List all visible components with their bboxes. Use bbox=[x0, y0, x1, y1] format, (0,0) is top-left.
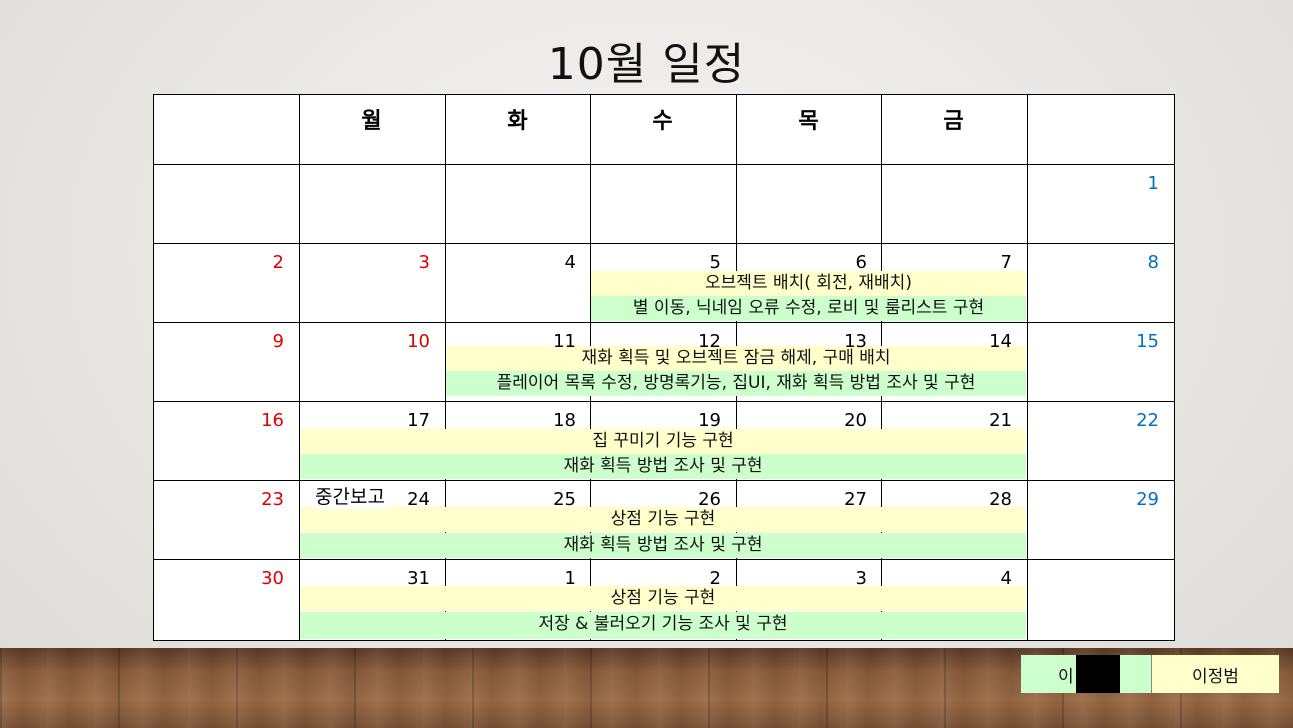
weekday-header-mon: 월 bbox=[361, 109, 382, 134]
day-number: 8 bbox=[1147, 252, 1159, 273]
milestone-note: 중간보고 bbox=[312, 482, 388, 509]
redaction-block bbox=[1076, 655, 1120, 693]
grid-line bbox=[154, 243, 1174, 244]
event-bar: 재화 획득 및 오브젝트 잠금 해제, 구매 배치 bbox=[446, 346, 1026, 371]
day-number: 23 bbox=[261, 489, 284, 510]
weekday-header-fri: 금 bbox=[943, 109, 964, 134]
grid-line bbox=[154, 401, 1174, 402]
day-number: 1 bbox=[1147, 173, 1159, 194]
grid-line bbox=[299, 95, 300, 640]
grid-line bbox=[154, 480, 1174, 481]
event-bar: 플레이어 목록 수정, 방명록기능, 집UI, 재화 획득 방법 조사 및 구현 bbox=[446, 371, 1026, 396]
day-number: 3 bbox=[855, 568, 867, 589]
page-title: 10월 일정 bbox=[547, 39, 746, 90]
day-number: 10 bbox=[407, 331, 430, 352]
day-number: 17 bbox=[407, 410, 430, 431]
day-number: 20 bbox=[844, 410, 867, 431]
event-bar: 별 이동, 닉네임 오류 수정, 로비 및 룸리스트 구현 bbox=[591, 296, 1026, 321]
day-number: 14 bbox=[989, 331, 1012, 352]
day-number: 1 bbox=[564, 568, 576, 589]
day-number: 15 bbox=[1136, 331, 1159, 352]
day-number: 29 bbox=[1136, 489, 1159, 510]
weekday-header-tue: 화 bbox=[507, 109, 528, 134]
day-number: 30 bbox=[261, 568, 284, 589]
day-number: 11 bbox=[553, 331, 576, 352]
event-bar: 재화 획득 방법 조사 및 구현 bbox=[300, 533, 1026, 558]
team-member-box-right: 이정범 bbox=[1151, 655, 1279, 693]
event-bar: 상점 기능 구현 bbox=[300, 507, 1026, 532]
day-number: 2 bbox=[709, 568, 721, 589]
event-bar: 재화 획득 방법 조사 및 구현 bbox=[300, 454, 1026, 479]
day-number: 31 bbox=[407, 568, 430, 589]
day-number: 28 bbox=[989, 489, 1012, 510]
team-member-name: 이 bbox=[1058, 666, 1074, 687]
day-number: 24 bbox=[407, 489, 430, 510]
event-bar: 상점 기능 구현 bbox=[300, 586, 1026, 611]
day-number: 7 bbox=[1000, 252, 1012, 273]
day-number: 19 bbox=[698, 410, 721, 431]
grid-line bbox=[1027, 95, 1028, 640]
day-number: 16 bbox=[261, 410, 284, 431]
grid-line bbox=[154, 322, 1174, 323]
day-number: 2 bbox=[272, 252, 284, 273]
day-number: 25 bbox=[553, 489, 576, 510]
day-number: 26 bbox=[698, 489, 721, 510]
weekday-header-thu: 목 bbox=[798, 109, 819, 134]
team-member-name: 이정범 bbox=[1192, 666, 1239, 687]
day-number: 18 bbox=[553, 410, 576, 431]
day-number: 4 bbox=[1000, 568, 1012, 589]
day-number: 4 bbox=[564, 252, 576, 273]
event-bar: 저장 & 불러오기 기능 조사 및 구현 bbox=[300, 612, 1026, 639]
day-number: 12 bbox=[698, 331, 721, 352]
day-number: 13 bbox=[844, 331, 867, 352]
grid-line bbox=[154, 559, 1174, 560]
day-number: 22 bbox=[1136, 410, 1159, 431]
event-bar: 집 꾸미기 기능 구현 bbox=[300, 429, 1026, 454]
calendar-grid: 월 화 수 목 금 1 오브젝트 배치( 회전, 재배치) 별 이동, 닉네임 … bbox=[153, 94, 1175, 641]
event-bar: 오브젝트 배치( 회전, 재배치) bbox=[591, 271, 1026, 296]
day-number: 6 bbox=[855, 252, 867, 273]
team-member-box-left: 이 bbox=[1021, 655, 1151, 693]
day-number: 5 bbox=[709, 252, 721, 273]
day-number: 21 bbox=[989, 410, 1012, 431]
day-number: 9 bbox=[272, 331, 284, 352]
day-number: 27 bbox=[844, 489, 867, 510]
day-number: 3 bbox=[418, 252, 430, 273]
weekday-header-wed: 수 bbox=[652, 109, 673, 134]
grid-line bbox=[154, 164, 1174, 165]
grid-line bbox=[445, 95, 446, 640]
